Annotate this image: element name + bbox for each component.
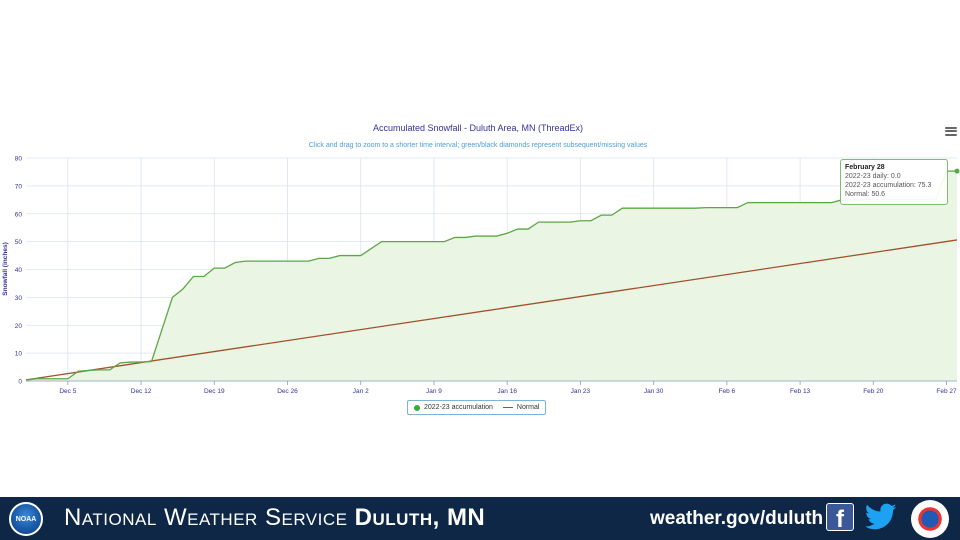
y-tick-label: 30 (15, 295, 23, 302)
x-tick-label: Dec 19 (204, 388, 225, 395)
tooltip-title: February 28 (845, 164, 885, 171)
y-tick-label: 80 (15, 156, 23, 163)
chart-tooltip: February 28 2022-23 daily: 0.0 2022-23 a… (840, 159, 948, 205)
legend-label-normal: Normal (516, 404, 540, 411)
y-tick-label: 50 (15, 239, 23, 246)
nws-office-title: National Weather Service Duluth, MN (64, 504, 485, 532)
x-tick-label: Dec 5 (59, 388, 76, 395)
chart-subtitle: Click and drag to zoom to a shorter time… (309, 142, 648, 149)
legend-marker-accumulation (414, 404, 420, 411)
x-tick-label: Feb 6 (719, 388, 736, 395)
legend-item-normal[interactable]: Normal (502, 404, 540, 411)
x-tick-label: Dec 12 (131, 388, 152, 395)
nws-logo (911, 500, 949, 538)
chart-menu-button[interactable] (945, 125, 957, 137)
legend-label-accumulation: 2022-23 accumulation (424, 404, 493, 411)
noaa-logo: NOAA (9, 502, 43, 536)
y-tick-label: 40 (15, 267, 23, 274)
tooltip-daily: 2022-23 daily: 0.0 (845, 173, 901, 180)
nws-title-office: Duluth, MN (354, 504, 486, 531)
x-tick-label: Feb 20 (863, 388, 884, 395)
x-tick-label: Jan 16 (497, 388, 517, 395)
y-tick-label: 0 (18, 379, 22, 386)
y-tick-label: 20 (15, 323, 23, 330)
footer-banner: NOAA National Weather Service Duluth, MN… (0, 497, 960, 540)
y-tick-label: 60 (15, 211, 23, 218)
website-url[interactable]: weather.gov/duluth (650, 508, 824, 529)
chart-title: Accumulated Snowfall - Duluth Area, MN (… (373, 123, 583, 133)
legend-item-accumulation[interactable]: 2022-23 accumulation (414, 404, 493, 411)
hover-point-marker (954, 168, 960, 174)
legend-marker-normal (502, 406, 513, 409)
normal-series-line (25, 239, 958, 381)
y-tick-label: 10 (15, 351, 23, 358)
y-tick-label: 70 (15, 183, 23, 190)
accumulation-series-line (25, 170, 957, 381)
x-tick-label: Jan 9 (426, 388, 442, 395)
x-tick-label: Feb 27 (936, 388, 957, 395)
tooltip-normal: Normal: 50.6 (845, 191, 886, 198)
y-axis-label: Snowfall (inches) (2, 242, 9, 295)
twitter-icon[interactable] (865, 503, 897, 531)
nws-logo-emblem (915, 504, 945, 534)
chart[interactable]: Accumulated Snowfall - Duluth Area, MN (… (0, 0, 960, 497)
noaa-logo-text: NOAA (15, 515, 37, 523)
accumulation-area (26, 171, 957, 381)
x-tick-label: Jan 2 (353, 388, 369, 395)
tooltip-accumulation: 2022-23 accumulation: 75.3 (845, 182, 932, 189)
facebook-icon[interactable]: f (826, 503, 854, 533)
chart-legend: 2022-23 accumulation Normal (407, 400, 546, 415)
x-tick-label: Dec 26 (277, 388, 298, 395)
x-tick-label: Jan 30 (644, 388, 664, 395)
x-tick-label: Feb 13 (790, 388, 811, 395)
nws-title-regular: National Weather Service (64, 504, 348, 531)
x-tick-label: Jan 23 (571, 388, 591, 395)
